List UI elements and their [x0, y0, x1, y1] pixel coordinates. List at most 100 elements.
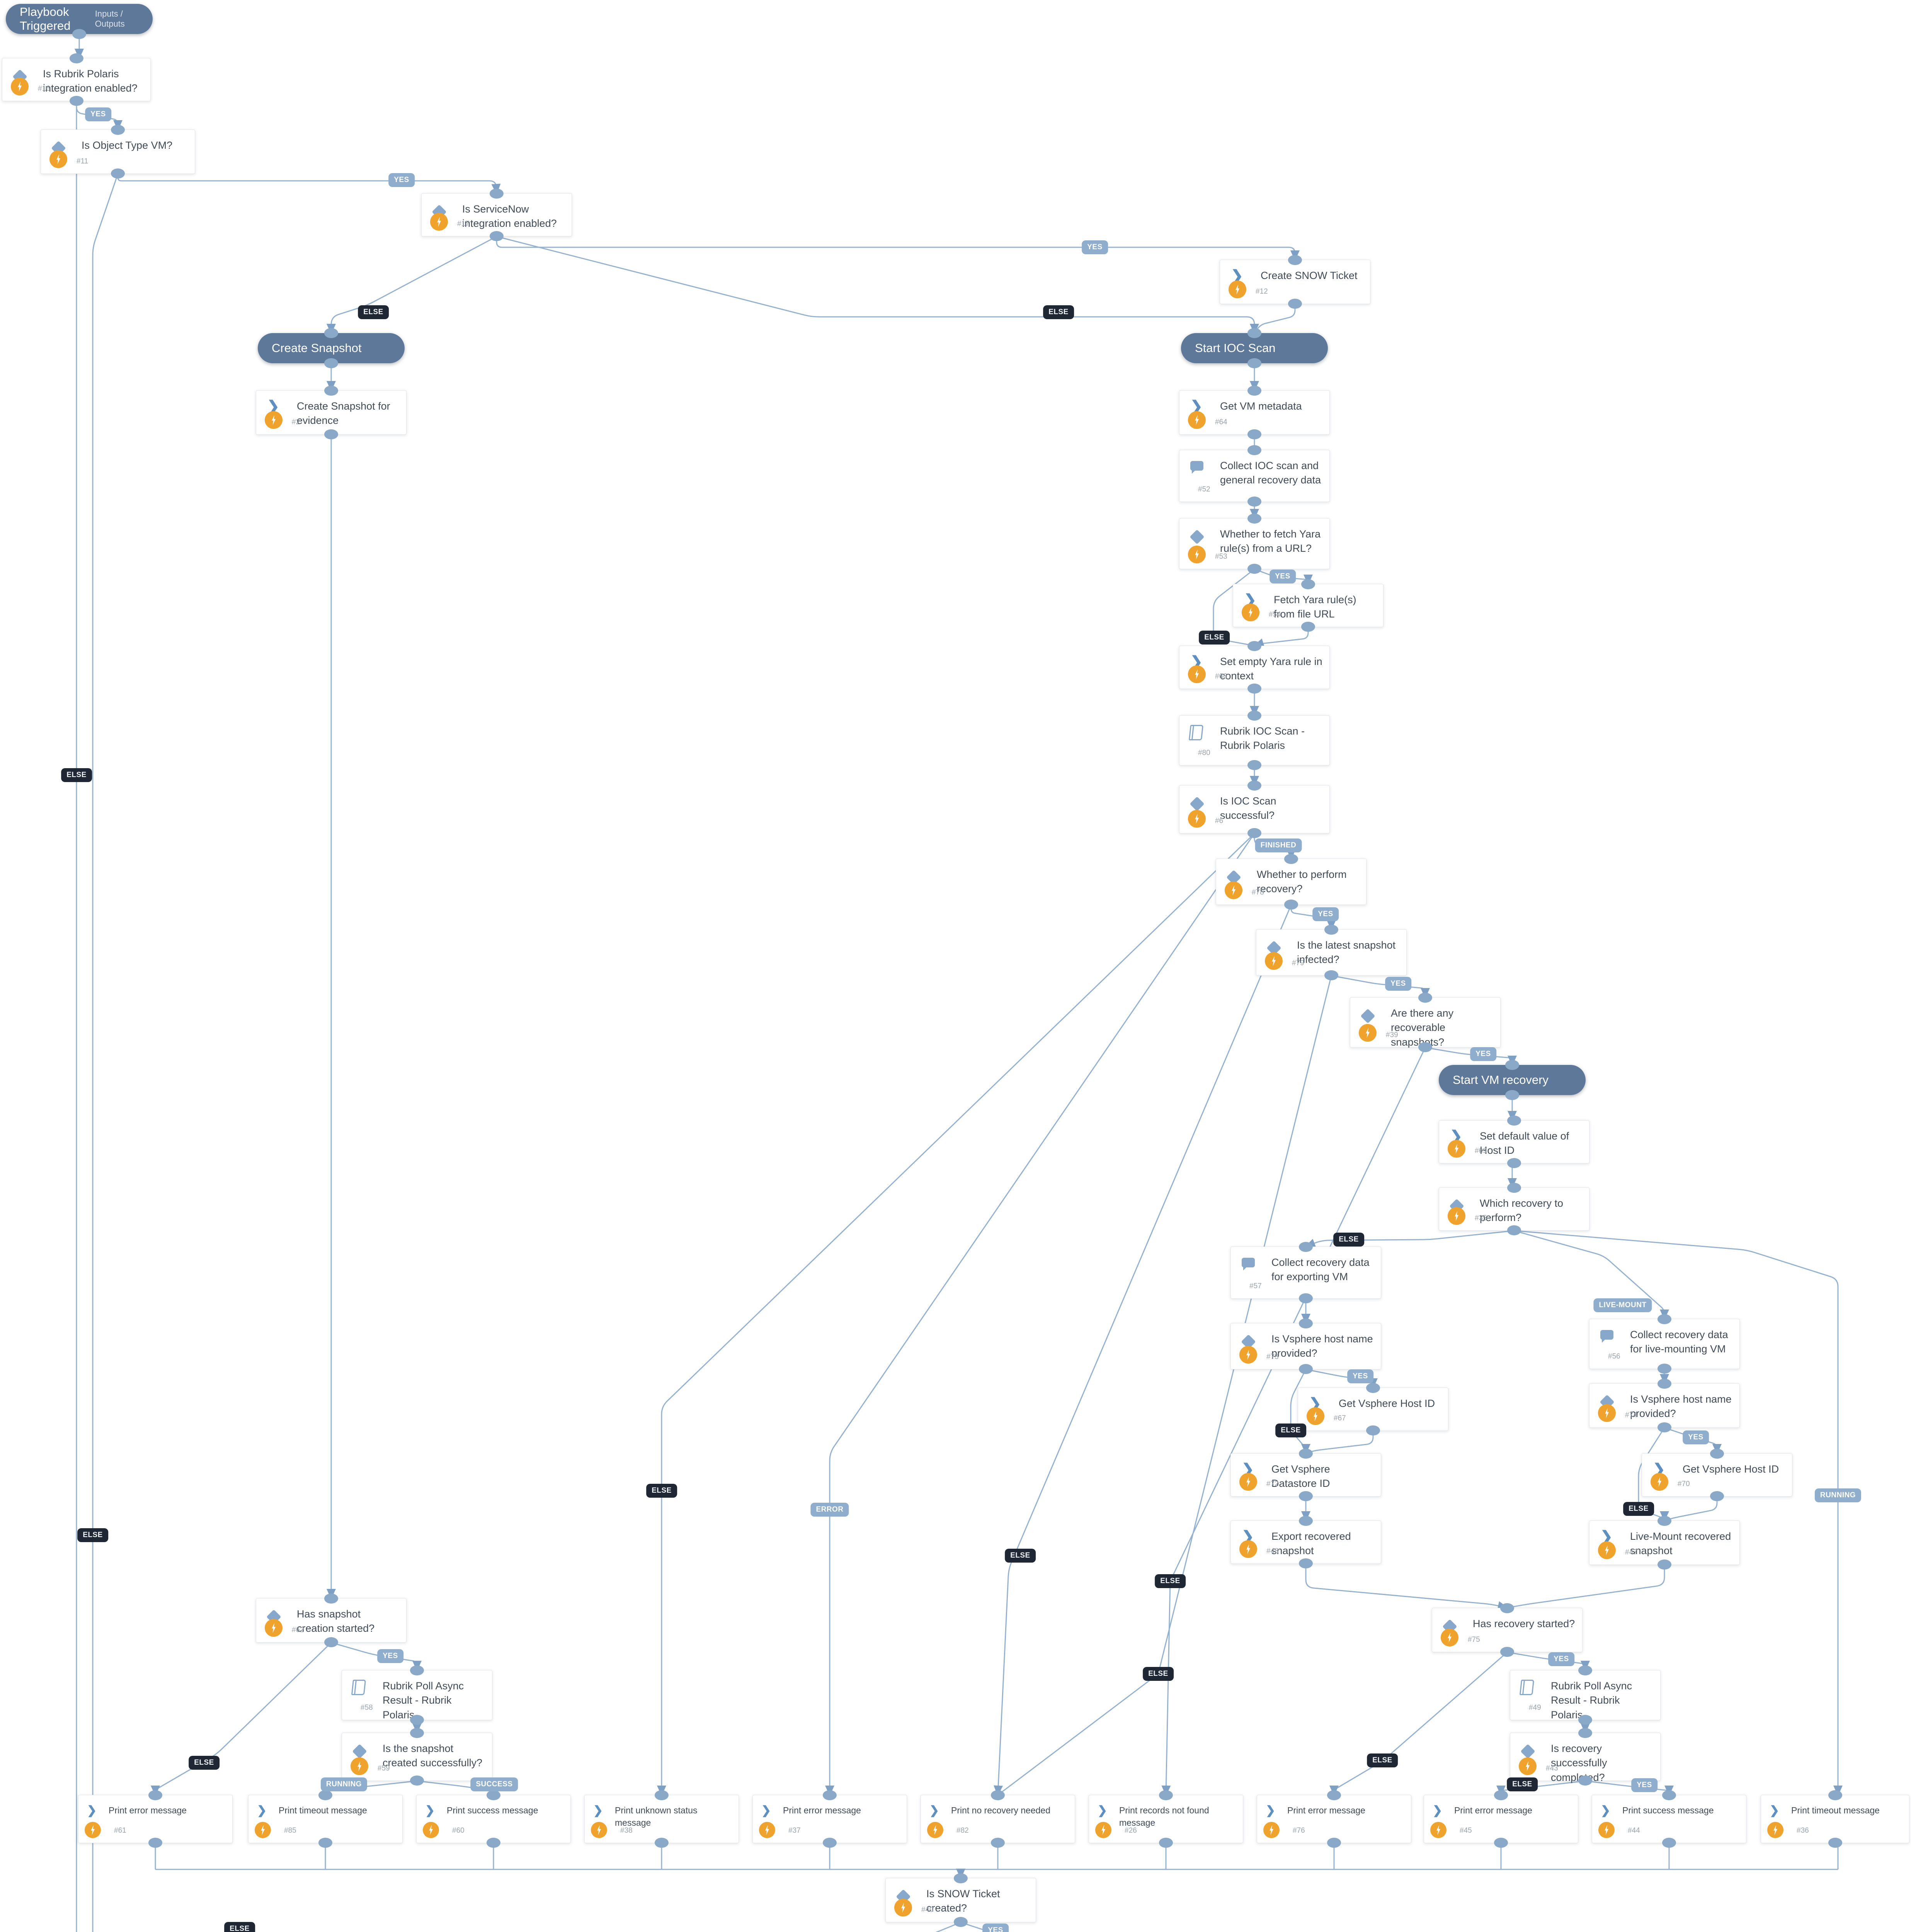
cond-11[interactable]: Is Object Type VM? #11 — [41, 125, 195, 179]
task-70[interactable]: ❯ Get Vsphere Host ID #70 — [1642, 1449, 1792, 1501]
automation-chevron-icon: ❯ — [1433, 1804, 1443, 1817]
lightning-bolt-icon — [1195, 415, 1199, 425]
connector-bottom — [655, 1838, 669, 1848]
task-number: #69 — [1475, 1147, 1487, 1155]
cond-16[interactable]: Is Rubrik Polaris integration enabled? #1… — [2, 53, 151, 106]
lightning-badge — [1225, 881, 1242, 899]
connector-top — [111, 125, 125, 135]
task-2[interactable]: ❯ Create Snapshot for evidence #2 — [256, 386, 407, 439]
task-76[interactable]: ❯ Print error message #76 — [1257, 1790, 1411, 1848]
cond-40[interactable]: Is SNOW Ticket created? #40 — [885, 1873, 1036, 1927]
collect-57[interactable]: Collect recovery data for exporting VM #5… — [1230, 1242, 1381, 1303]
task-title: Collect IOC scan and general recovery da… — [1220, 460, 1321, 486]
lightning-badge — [1430, 1822, 1446, 1838]
task-37[interactable]: ❯ Print error message #37 — [752, 1790, 907, 1848]
task-number: #64 — [1215, 418, 1227, 426]
branch-label-yes-67: YES — [982, 1923, 1009, 1932]
lightning-bolt-icon — [1314, 1411, 1318, 1421]
inputs-outputs-link[interactable]: Inputs / Outputs — [95, 9, 125, 29]
section-header-hdr-start-ioc-scan[interactable]: Start IOC Scan — [1181, 328, 1328, 368]
section-title: Start VM recovery — [1453, 1073, 1549, 1087]
task-title: Export recovered snapshot — [1271, 1531, 1351, 1557]
task-number: #39 — [1386, 1031, 1398, 1039]
task-45[interactable]: ❯ Print error message #45 — [1424, 1790, 1578, 1848]
connector-bottom — [69, 96, 83, 106]
cond-59[interactable]: Is the snapshot created successfully? #59 — [342, 1728, 492, 1786]
collect-52[interactable]: Collect IOC scan and general recovery da… — [1179, 445, 1330, 507]
cond-6[interactable]: Is IOC Scan successful? #6 — [1179, 781, 1330, 838]
branch-label-yes-26: YES — [1470, 1047, 1496, 1061]
lightning-badge — [1359, 1024, 1377, 1042]
data-collection-chat-icon — [1190, 461, 1203, 474]
section-header-hdr-create-snapshot[interactable]: Create Snapshot — [258, 328, 405, 368]
task-36[interactable]: ❯ Print timeout message #36 — [1761, 1790, 1909, 1848]
cond-73[interactable]: Is Vsphere host name provided? #73 — [1230, 1318, 1381, 1374]
lightning-bolt-icon — [1249, 607, 1253, 617]
task-number: #57 — [1249, 1282, 1262, 1290]
task-85[interactable]: ❯ Print timeout message #85 — [248, 1790, 403, 1848]
lightning-bolt-icon — [1605, 1408, 1609, 1418]
connector-top — [1657, 1314, 1671, 1324]
task-title: Is IOC Scan successful? — [1220, 795, 1276, 821]
cond-62[interactable]: Has snapshot creation started? #62 — [256, 1594, 407, 1647]
task-82[interactable]: ❯ Print no recovery needed #82 — [921, 1790, 1075, 1848]
task-number: #38 — [620, 1827, 633, 1835]
lightning-badge — [1651, 1473, 1668, 1491]
section-header-hdr-start-vm-recovery[interactable]: Start VM recovery — [1439, 1060, 1586, 1100]
cond-35[interactable]: Which recovery to perform? #35 — [1439, 1183, 1589, 1235]
task-72[interactable]: ❯ Get Vsphere Datastore ID #72 — [1230, 1449, 1381, 1501]
connector-bottom — [1662, 1838, 1676, 1848]
lightning-badge — [1441, 1629, 1458, 1646]
cond-39[interactable]: Are there any recoverable snapshots? #39 — [1350, 993, 1501, 1052]
lightning-badge — [1598, 1404, 1616, 1422]
task-number: #82 — [956, 1827, 969, 1835]
task-66[interactable]: ❯ Set empty Yara rule in context #66 — [1179, 641, 1330, 694]
cond-79[interactable]: Is the latest snapshot infected? #79 — [1256, 925, 1407, 980]
task-69[interactable]: ❯ Set default value of Host ID #69 — [1439, 1116, 1589, 1168]
connector-bottom — [1507, 1158, 1521, 1168]
task-number: #48 — [1266, 1547, 1279, 1555]
connector-top — [410, 1728, 424, 1738]
branch-label-else-68: ELSE — [224, 1922, 255, 1932]
cond-75[interactable]: Has recovery started? #75 — [1432, 1603, 1583, 1657]
task-61[interactable]: ❯ Print error message #61 — [78, 1790, 233, 1848]
connector-top — [1301, 579, 1315, 589]
task-number: #80 — [1198, 749, 1210, 757]
cond-53[interactable]: Whether to fetch Yara rule(s) from a URL… — [1179, 514, 1330, 574]
connector-bottom — [1299, 1293, 1313, 1303]
edge-38 — [1305, 1564, 1508, 1611]
cond-78[interactable]: Whether to perform recovery? #78 — [1216, 854, 1366, 910]
cond-43[interactable]: Is recovery successfully completed? #43 — [1510, 1728, 1661, 1786]
branch-label-yes-44: YES — [1548, 1652, 1574, 1666]
task-48[interactable]: ❯ Export recovered snapshot #48 — [1230, 1516, 1381, 1568]
playbook-80[interactable]: Rubrik IOC Scan - Rubrik Polaris #80 — [1179, 711, 1330, 770]
sub-playbook-book-icon — [1188, 725, 1204, 740]
task-60[interactable]: ❯ Print success message #60 — [416, 1790, 571, 1848]
connector-bottom — [324, 1637, 338, 1647]
task-title: Print error message — [1287, 1805, 1365, 1815]
task-26[interactable]: ❯ Print records not found message #26 — [1089, 1790, 1243, 1848]
cond-17[interactable]: Is ServiceNow integration enabled? #17 — [421, 189, 572, 241]
branch-label-running-52: RUNNING — [320, 1777, 368, 1791]
data-collection-chat-icon — [1600, 1330, 1613, 1343]
automation-chevron-icon: ❯ — [425, 1804, 435, 1817]
task-12[interactable]: ❯ Create SNOW Ticket #12 — [1220, 255, 1370, 309]
section-header-start[interactable]: Playbook Triggered Inputs / Outputs — [6, 4, 153, 39]
lightning-bolt-icon — [1195, 814, 1199, 824]
lightning-bolt-icon — [91, 1825, 95, 1835]
task-38[interactable]: ❯ Print unknown status message #38 — [584, 1790, 739, 1848]
task-44[interactable]: ❯ Print success message #44 — [1592, 1790, 1746, 1848]
task-number: #26 — [1125, 1827, 1137, 1835]
task-47[interactable]: ❯ Live-Mount recovered snapshot #47 — [1589, 1516, 1740, 1570]
connector-top — [1657, 1379, 1671, 1389]
connector-top — [1657, 1516, 1671, 1526]
task-54[interactable]: ❯ Fetch Yara rule(s) from file URL #54 — [1233, 579, 1383, 632]
task-67[interactable]: ❯ Get Vsphere Host ID #67 — [1298, 1383, 1448, 1435]
playbook-49[interactable]: Rubrik Poll Async Result - Rubrik Polari… — [1510, 1665, 1661, 1725]
task-64[interactable]: ❯ Get VM metadata #64 — [1179, 386, 1330, 439]
collect-56[interactable]: Collect recovery data for live-mounting … — [1589, 1314, 1740, 1374]
cond-74[interactable]: Is Vsphere host name provided? #74 — [1589, 1379, 1740, 1432]
branch-label-yes-3: YES — [388, 173, 415, 187]
playbook-58[interactable]: Rubrik Poll Async Result - Rubrik Polari… — [342, 1665, 492, 1725]
edge-3 — [117, 174, 501, 194]
